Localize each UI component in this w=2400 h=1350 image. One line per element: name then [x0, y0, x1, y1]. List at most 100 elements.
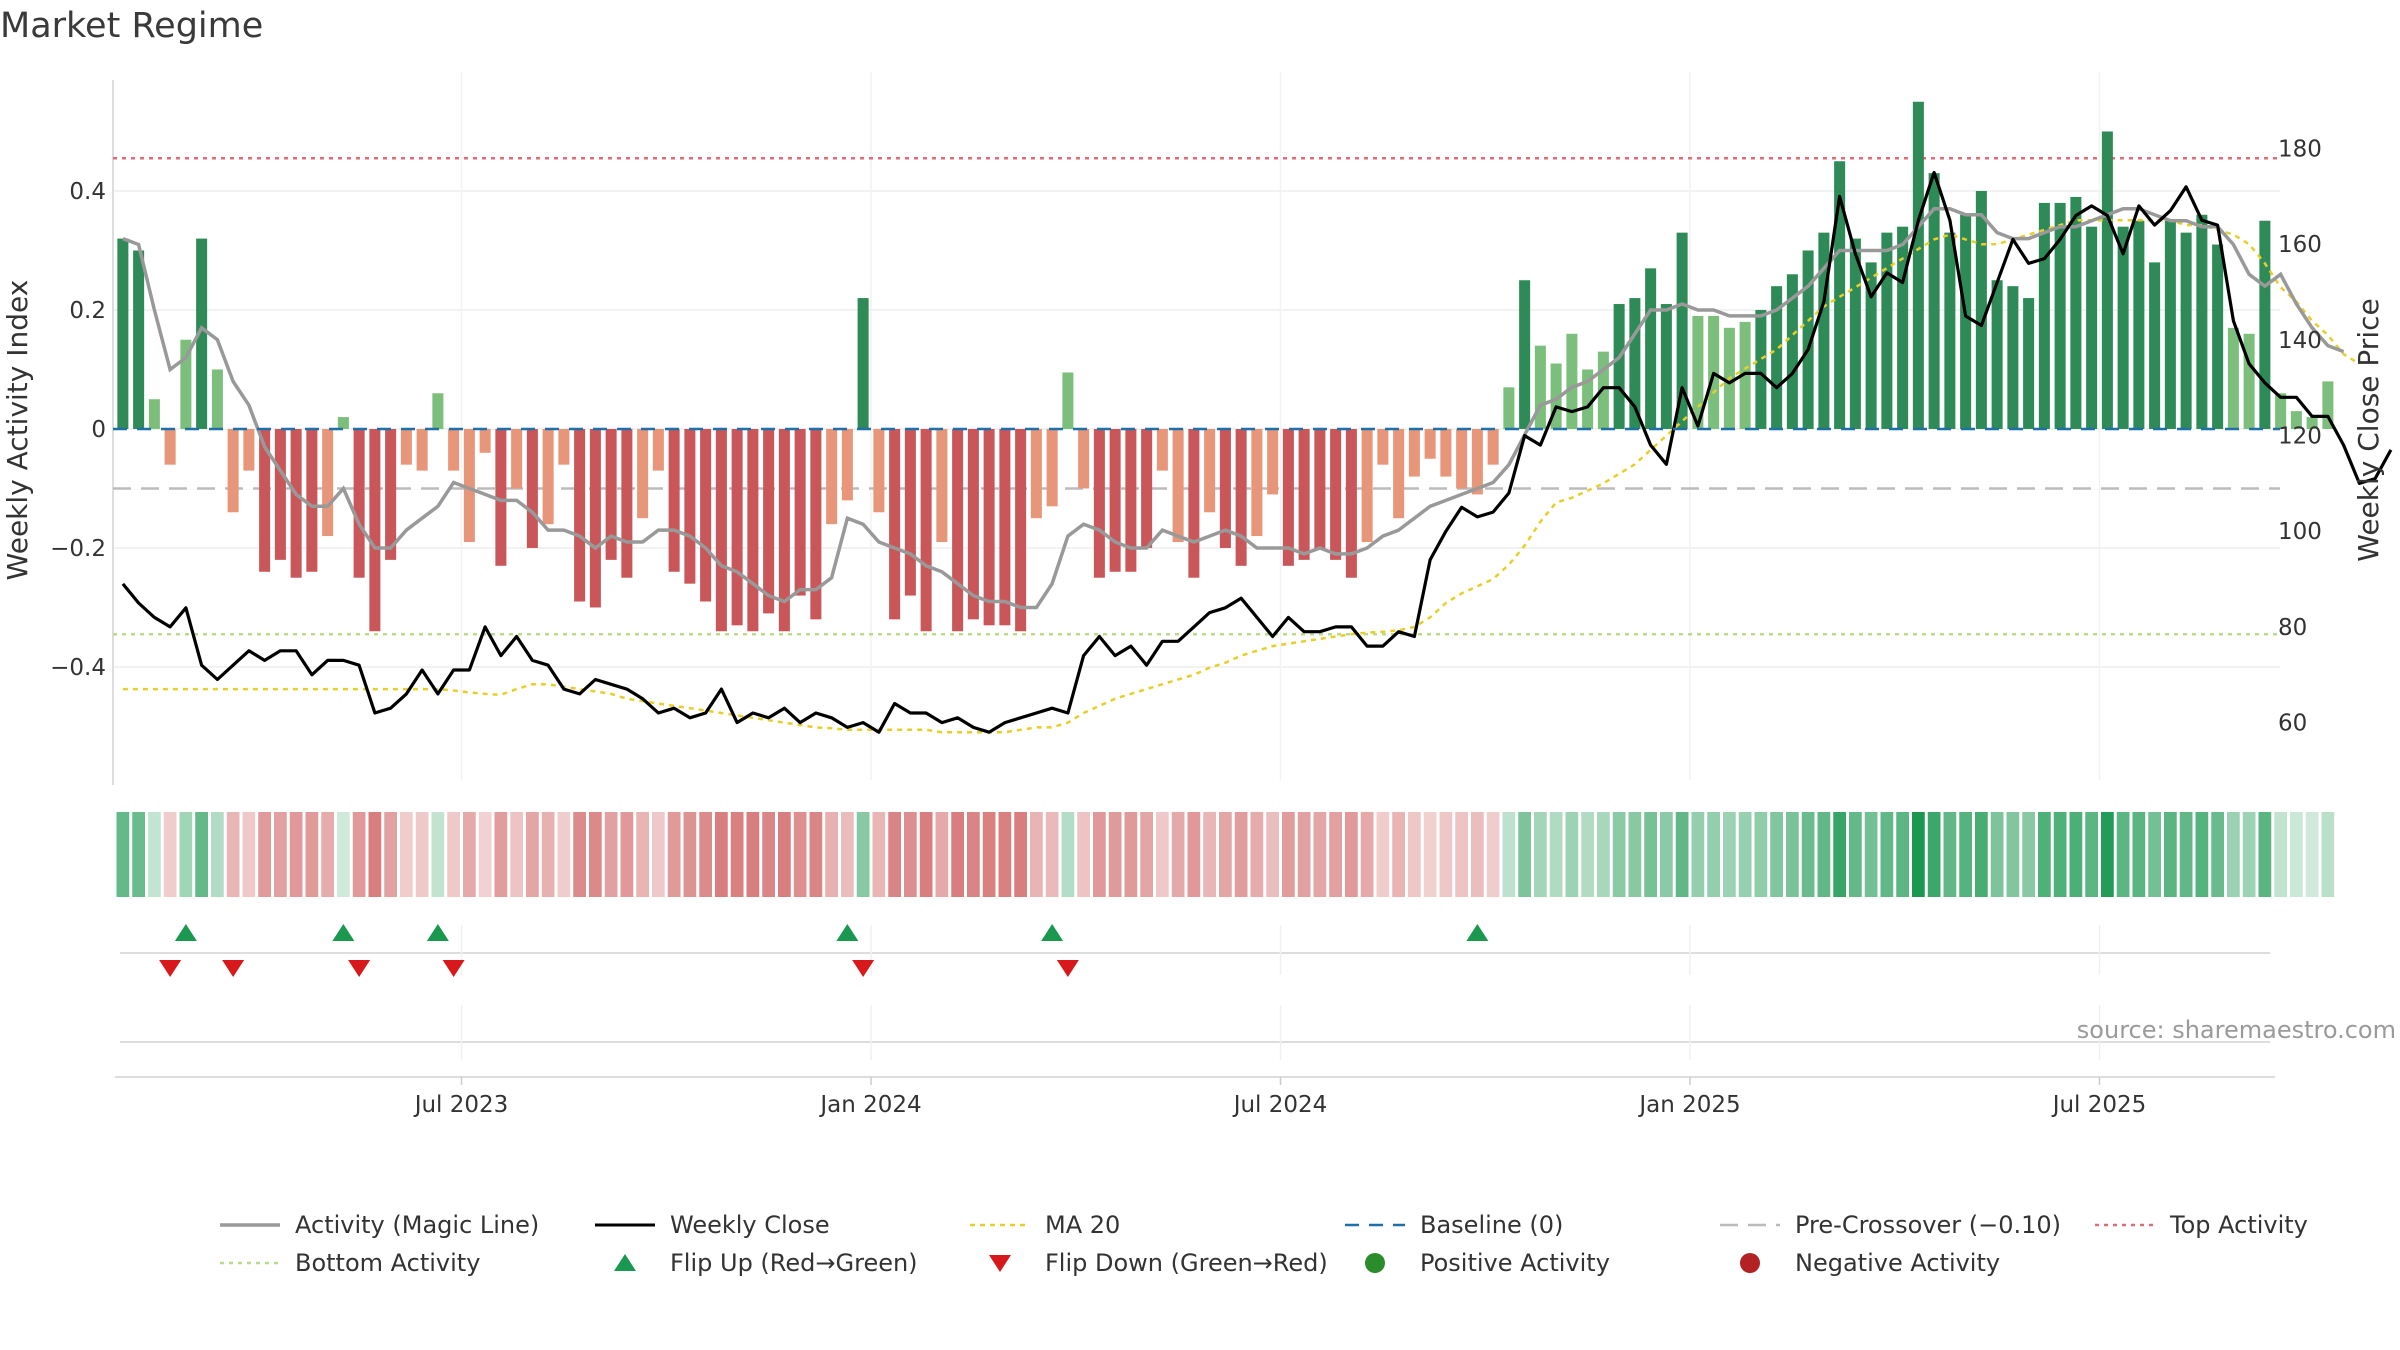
regime-cell	[2305, 812, 2319, 897]
legend-item-neg: Negative Activity	[1740, 1249, 2000, 1277]
regime-cell	[809, 812, 823, 897]
activity-bar	[1219, 428, 1231, 548]
activity-bar	[1109, 428, 1121, 572]
regime-cell	[1250, 812, 1264, 897]
activity-bar	[1519, 280, 1531, 429]
activity-bar	[1739, 321, 1751, 429]
regime-cell	[337, 812, 350, 897]
regime-cell	[1644, 812, 1657, 897]
regime-cell	[1219, 812, 1232, 897]
activity-bar	[652, 428, 664, 471]
regime-cell	[1203, 812, 1216, 897]
reference-lines	[113, 157, 2280, 636]
regime-cell	[1156, 812, 1169, 897]
regime-cell	[305, 812, 319, 897]
activity-bar	[826, 428, 838, 525]
regime-cell	[762, 812, 775, 897]
magic-line	[122, 207, 2345, 610]
activity-bar	[1235, 428, 1247, 566]
activity-bar	[463, 428, 475, 543]
activity-bar	[353, 428, 365, 578]
regime-cell	[1849, 812, 1862, 897]
regime-cell	[730, 812, 744, 897]
y-right-tick-label: 60	[2278, 711, 2307, 737]
activity-bar	[1613, 304, 1625, 429]
weekly-close-line	[121, 170, 2393, 734]
regime-cell	[982, 812, 996, 897]
regime-cell	[998, 812, 1012, 897]
legend-item-baseline: Baseline (0)	[1345, 1211, 1563, 1239]
activity-bar	[2259, 220, 2271, 429]
activity-bar	[1062, 372, 1074, 429]
y-axis-label-right: Weekly Close Price	[2352, 298, 2385, 561]
regime-cell	[746, 812, 760, 897]
regime-cell	[1061, 812, 1075, 897]
legend-item-bottom: Bottom Activity	[220, 1249, 480, 1277]
regime-cell	[431, 812, 445, 897]
activity-bar	[1629, 298, 1641, 429]
flip-down-marker	[159, 960, 182, 977]
regime-cell	[856, 812, 870, 897]
y-left-tick-label: 0.4	[69, 179, 106, 205]
regime-cell	[1014, 812, 1027, 897]
regime-cell	[683, 812, 697, 897]
legend-item-precross: Pre-Crossover (−0.10)	[1720, 1211, 2061, 1239]
activity-bar	[1834, 161, 1846, 429]
activity-bar	[2275, 393, 2287, 429]
regime-cell	[1423, 812, 1437, 897]
regime-cell	[1833, 812, 1846, 897]
activity-bar	[1015, 428, 1027, 632]
regime-cell	[620, 812, 634, 897]
legend-label: Baseline (0)	[1420, 1211, 1563, 1239]
regime-cell	[510, 812, 523, 897]
activity-bar	[180, 339, 192, 429]
regime-cell	[967, 812, 980, 897]
y-right-tick-label: 120	[2278, 424, 2322, 450]
activity-bar	[983, 428, 995, 626]
legend-item-magic: Activity (Magic Line)	[220, 1211, 539, 1239]
x-tick-label: Jul 2025	[2051, 1092, 2147, 1118]
regime-cell	[352, 812, 366, 897]
regime-cell	[1439, 812, 1453, 897]
regime-cell	[667, 812, 681, 897]
regime-cell	[652, 812, 665, 897]
regime-cell	[463, 812, 476, 897]
activity-bar	[400, 428, 412, 465]
activity-bar	[432, 393, 444, 429]
activity-bar	[873, 428, 885, 513]
activity-bar	[700, 428, 712, 602]
activity-bar	[1660, 304, 1672, 429]
regime-cell	[636, 812, 649, 897]
regime-cell	[132, 812, 145, 897]
regime-cell	[2290, 812, 2303, 897]
regime-cell	[1376, 812, 1390, 897]
activity-bar	[794, 428, 806, 596]
legend-swatch	[1365, 1253, 1385, 1273]
legend-label: Flip Up (Red→Green)	[670, 1249, 918, 1277]
y-right-tick-label: 100	[2278, 519, 2322, 545]
legend-label: Weekly Close	[670, 1211, 830, 1239]
activity-bar	[889, 428, 901, 620]
activity-bar	[133, 250, 145, 429]
regime-cell	[258, 812, 271, 897]
activity-bar	[1818, 232, 1830, 429]
regime-cell	[1770, 812, 1783, 897]
regime-cell	[226, 812, 240, 897]
regime-cell	[1738, 812, 1752, 897]
activity-bar	[1440, 428, 1452, 477]
regime-cell	[2321, 812, 2335, 897]
activity-bar	[1125, 428, 1137, 572]
activity-bar	[1897, 226, 1909, 429]
regime-cell	[1392, 812, 1405, 897]
legend: Activity (Magic Line) Weekly Close MA 20 Ba…	[220, 1211, 2308, 1277]
activity-bar	[243, 428, 255, 471]
legend-item-close: Weekly Close	[595, 1211, 830, 1239]
legend-swatch	[1740, 1253, 1760, 1273]
regime-cell	[2258, 812, 2272, 897]
activity-bar	[369, 428, 381, 632]
regime-cell	[1959, 812, 1972, 897]
activity-bar	[164, 428, 176, 465]
activity-bar	[668, 428, 680, 572]
activity-bar	[2212, 244, 2224, 429]
regime-cell	[274, 812, 287, 897]
